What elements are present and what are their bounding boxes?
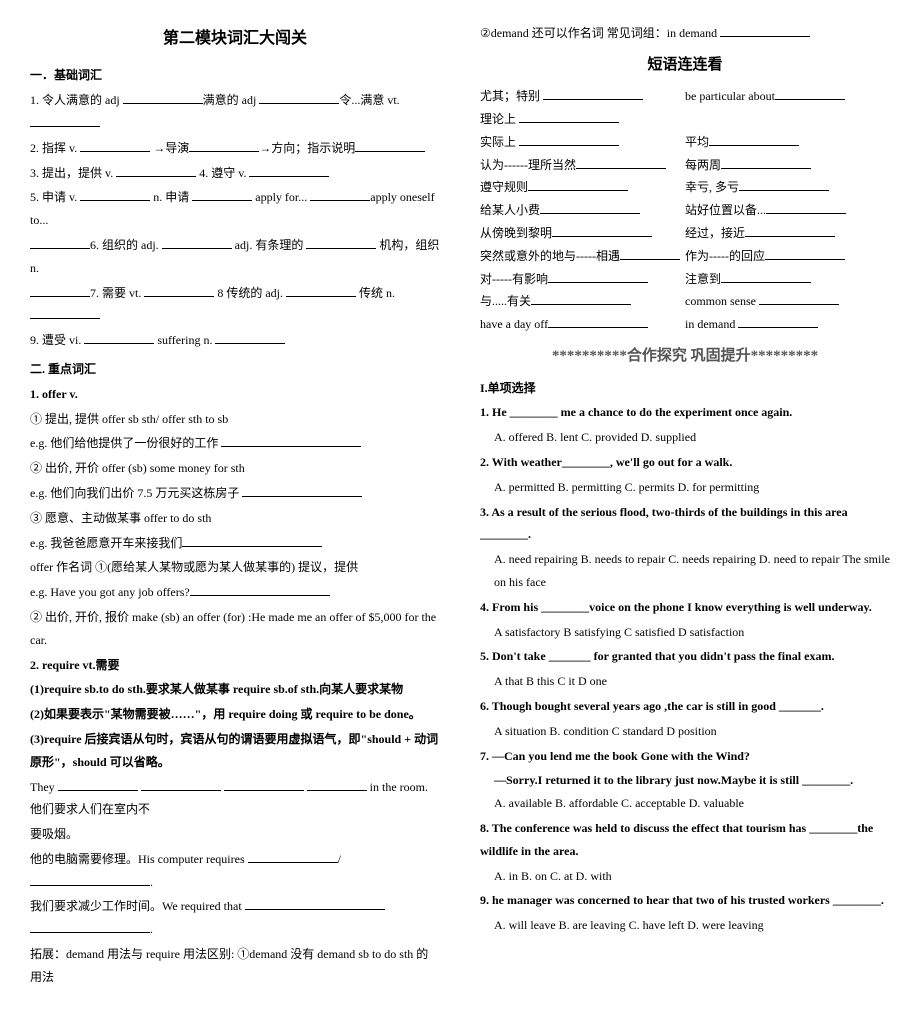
phrase-row8: 突然或意外的地与-----相遇作为-----的回应 bbox=[480, 245, 890, 268]
left-column: 第二模块词汇大闯关 一．基础词汇 1. 令人满意的 adj 满意的 adj 令.… bbox=[30, 20, 440, 991]
offer-n: offer 作名词 ①(愿给某人某物或愿为某人做某事的) 提议，提供 bbox=[30, 556, 440, 579]
phrase-row3: 实际上 平均 bbox=[480, 131, 890, 154]
q5: 5. Don't take _______ for granted that y… bbox=[480, 645, 890, 668]
require-1: (1)require sb.to do sth.要求某人做某事 require … bbox=[30, 678, 440, 701]
offer-eg4: e.g. Have you got any job offers? bbox=[30, 581, 440, 604]
section2-head: 二. 重点词汇 bbox=[30, 358, 440, 381]
phrase-row10: 与.....有关common sense bbox=[480, 290, 890, 313]
offer-2: ② 出价, 开价 offer (sb) some money for sth bbox=[30, 457, 440, 480]
q9-opts: A. will leave B. are leaving C. have lef… bbox=[494, 914, 890, 937]
q8: 8. The conference was held to discuss th… bbox=[480, 817, 890, 863]
q7b: —Sorry.I returned it to the library just… bbox=[494, 769, 890, 792]
demand-line: ②demand 还可以作名词 常见词组：in demand bbox=[480, 22, 890, 45]
stars-line: **********合作探究 巩固提升********* bbox=[480, 342, 890, 371]
phrase-row2: 理论上 bbox=[480, 108, 890, 131]
line3: 3. 提出，提供 v. 4. 遵守 v. bbox=[30, 162, 440, 185]
require-eg2: 他的电脑需要修理。His computer requires /. bbox=[30, 848, 440, 894]
offer-eg2: e.g. 他们向我们出价 7.5 万元买这栋房子 bbox=[30, 482, 440, 505]
q7: 7. —Can you lend me the book Gone with t… bbox=[480, 745, 890, 768]
q1: 1. He ________ me a chance to do the exp… bbox=[480, 401, 890, 424]
page: 第二模块词汇大闯关 一．基础词汇 1. 令人满意的 adj 满意的 adj 令.… bbox=[30, 20, 890, 991]
q1-opts: A. offered B. lent C. provided D. suppli… bbox=[494, 426, 890, 449]
title-left: 第二模块词汇大闯关 bbox=[30, 24, 440, 54]
phrase-row4: 认为------理所当然每两周 bbox=[480, 154, 890, 177]
q5-opts: A that B this C it D one bbox=[494, 670, 890, 693]
right-column: ②demand 还可以作名词 常见词组：in demand 短语连连看 尤其；特… bbox=[480, 20, 890, 991]
q6-opts: A situation B. condition C standard D po… bbox=[494, 720, 890, 743]
phrase-row6: 给某人小费站好位置以备... bbox=[480, 199, 890, 222]
q2: 2. With weather________, we'll go out fo… bbox=[480, 451, 890, 474]
require-3: (3)require 后接宾语从句时，宾语从句的谓语要用虚拟语气，即"shoul… bbox=[30, 728, 440, 774]
offer-1: ① 提出, 提供 offer sb sth/ offer sth to sb bbox=[30, 408, 440, 431]
line1: 1. 令人满意的 adj 满意的 adj 令...满意 vt. bbox=[30, 89, 440, 135]
line5: 5. 申请 v. n. 申请 apply for... apply onesel… bbox=[30, 186, 440, 232]
q3-opts: A. need repairing B. needs to repair C. … bbox=[494, 548, 890, 594]
q7-opts: A. available B. affordable C. acceptable… bbox=[494, 792, 890, 815]
line2: 2. 指挥 v. →导演→方向；指示说明 bbox=[30, 137, 440, 160]
offer-eg1: e.g. 他们给他提供了一份很好的工作 bbox=[30, 432, 440, 455]
require-eg3: 我们要求减少工作时间。We required that . bbox=[30, 895, 440, 941]
phrase-row5: 遵守规则幸亏, 多亏 bbox=[480, 176, 890, 199]
require-2: (2)如果要表示"某物需要被……"，用 require doing 或 requ… bbox=[30, 703, 440, 726]
offer-head: 1. offer v. bbox=[30, 383, 440, 406]
phrases-title: 短语连连看 bbox=[480, 51, 890, 80]
require-eg1b: 要吸烟。 bbox=[30, 823, 440, 846]
offer-4: ② 出价, 开价, 报价 make (sb) an offer (for) :H… bbox=[30, 606, 440, 652]
q6: 6. Though bought several years ago ,the … bbox=[480, 695, 890, 718]
phrase-row11: have a day offin demand bbox=[480, 313, 890, 336]
line6: 6. 组织的 adj. adj. 有条理的 机构，组织 n. bbox=[30, 234, 440, 280]
q9: 9. he manager was concerned to hear that… bbox=[480, 889, 890, 912]
q2-opts: A. permitted B. permitting C. permits D.… bbox=[494, 476, 890, 499]
phrase-row7: 从傍晚到黎明经过，接近 bbox=[480, 222, 890, 245]
q4-opts: A satisfactory B satisfying C satisfied … bbox=[494, 621, 890, 644]
q8-opts: A. in B. on C. at D. with bbox=[494, 865, 890, 888]
q3: 3. As a result of the serious flood, two… bbox=[480, 501, 890, 547]
line9: 9. 遭受 vi. suffering n. bbox=[30, 329, 440, 352]
line7: 7. 需要 vt. 8 传统的 adj. 传统 n. bbox=[30, 282, 440, 328]
require-ext: 拓展：demand 用法与 require 用法区别: ①demand 没有 d… bbox=[30, 943, 440, 989]
require-head: 2. require vt.需要 bbox=[30, 654, 440, 677]
phrase-row1: 尤其；特别 be particular about bbox=[480, 85, 890, 108]
mc-head: I.单项选择 bbox=[480, 377, 890, 400]
require-eg1: They in the room. 他们要求人们在室内不 bbox=[30, 776, 440, 822]
offer-eg3: e.g. 我爸爸愿意开车来接我们 bbox=[30, 532, 440, 555]
phrase-row9: 对-----有影响注意到 bbox=[480, 268, 890, 291]
q4: 4. From his ________voice on the phone I… bbox=[480, 596, 890, 619]
offer-3: ③ 愿意、主动做某事 offer to do sth bbox=[30, 507, 440, 530]
section1-head: 一．基础词汇 bbox=[30, 64, 440, 87]
